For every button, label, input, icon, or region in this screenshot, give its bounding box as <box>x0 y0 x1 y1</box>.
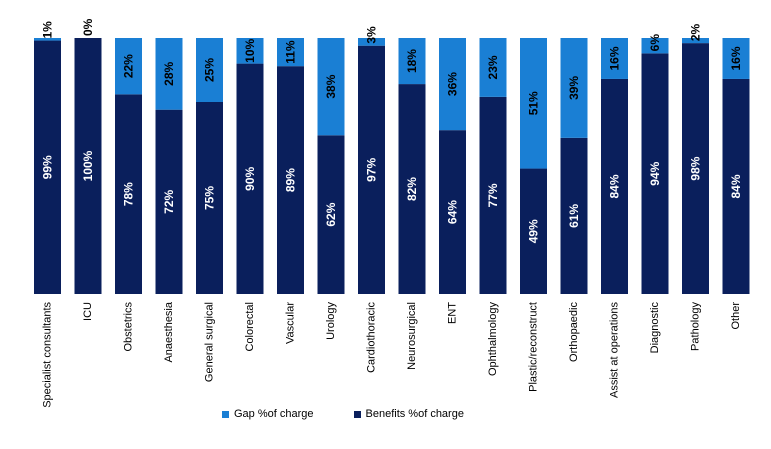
bar-gap <box>317 38 345 136</box>
category-label: Ophthalmology <box>487 302 499 376</box>
bar-benefits <box>358 45 385 295</box>
data-label-benefits: 94% <box>648 161 662 185</box>
bar-benefits <box>520 168 547 294</box>
bar-gap <box>34 38 61 41</box>
category-label: Vascular <box>285 302 297 344</box>
data-label-gap: 36% <box>446 72 460 96</box>
data-label-gap: 10% <box>243 38 257 62</box>
data-label-benefits: 84% <box>729 174 743 198</box>
bar-gap <box>115 38 142 95</box>
data-label-benefits: 82% <box>405 177 419 201</box>
bar-gap <box>682 38 709 44</box>
legend-swatch-gap <box>222 410 229 418</box>
data-label-benefits: 89% <box>284 168 298 192</box>
bar-gap <box>560 38 588 138</box>
category-label: Plastic/reconstruct <box>528 302 540 392</box>
category-label: Pathology <box>690 302 702 351</box>
bar-benefits <box>641 53 669 294</box>
data-label-gap: 18% <box>405 49 419 73</box>
category-label: Orthopaedic <box>568 302 580 362</box>
data-label-benefits: 99% <box>41 155 55 179</box>
bar-gap <box>601 38 628 79</box>
bar-benefits <box>74 38 102 294</box>
data-label-gap: 0% <box>81 18 95 36</box>
data-label-gap: 6% <box>648 34 662 52</box>
data-label-benefits: 97% <box>365 158 379 182</box>
bar-benefits <box>722 78 750 295</box>
bar-gap <box>439 38 466 131</box>
data-label-gap: 16% <box>608 46 622 70</box>
bar-benefits <box>439 130 466 294</box>
legend-item-benefits: Benefits %of charge <box>353 408 464 420</box>
bar-benefits <box>601 78 628 295</box>
category-label: Neurosurgical <box>406 302 418 370</box>
data-label-gap: 28% <box>162 62 176 86</box>
data-label-gap: 16% <box>729 46 743 70</box>
data-label-benefits: 90% <box>243 166 257 190</box>
bar-benefits <box>155 109 183 295</box>
category-label: Specialist consultants <box>42 302 54 408</box>
category-label: Colorectal <box>244 302 256 352</box>
category-label: Other <box>730 302 742 330</box>
chart-legend: Gap %of charge Benefits %of charge <box>222 408 464 420</box>
category-label: ICU <box>82 302 94 321</box>
bar-gap <box>641 38 669 54</box>
data-label-benefits: 77% <box>486 183 500 207</box>
data-label-gap: 38% <box>324 74 338 98</box>
category-label: General surgical <box>204 302 216 382</box>
data-label-gap: 23% <box>486 55 500 79</box>
bar-benefits <box>682 43 709 295</box>
bar-benefits <box>277 66 304 294</box>
bar-gap <box>520 38 547 169</box>
data-label-benefits: 75% <box>203 186 217 210</box>
bar-benefits <box>196 102 223 294</box>
data-label-benefits: 62% <box>324 202 338 226</box>
bar-benefits <box>115 94 142 294</box>
bar-gap <box>398 38 426 85</box>
category-label: Cardiothoracic <box>366 302 378 373</box>
bar-benefits <box>398 84 426 294</box>
bar-benefits <box>479 96 507 294</box>
data-label-gap: 2% <box>689 23 703 41</box>
category-label: Anaesthesia <box>163 301 175 362</box>
data-label-benefits: 49% <box>527 219 541 243</box>
category-label: ENT <box>447 302 459 324</box>
data-label-gap: 1% <box>41 21 55 39</box>
category-label: Assist at operations <box>609 302 621 398</box>
data-label-benefits: 100% <box>81 150 95 181</box>
data-label-gap: 39% <box>567 76 581 100</box>
bar-gap <box>358 38 385 46</box>
bar-gap <box>277 38 304 67</box>
bar-gap <box>479 38 507 97</box>
bar-benefits <box>34 40 61 295</box>
data-label-gap: 22% <box>122 54 136 78</box>
data-label-benefits: 84% <box>608 174 622 198</box>
legend-item-gap: Gap %of charge <box>222 408 314 420</box>
data-label-benefits: 98% <box>689 156 703 180</box>
legend-label-gap: Gap %of charge <box>234 408 314 420</box>
bar-benefits <box>236 63 264 294</box>
bar-gap <box>196 38 223 102</box>
data-label-benefits: 78% <box>122 182 136 206</box>
category-label: Urology <box>325 302 337 340</box>
data-label-benefits: 72% <box>162 190 176 214</box>
data-label-gap: 25% <box>203 58 217 82</box>
data-label-gap: 3% <box>365 26 379 44</box>
bar-benefits <box>560 137 588 294</box>
data-label-gap: 51% <box>527 91 541 115</box>
bar-benefits <box>317 135 345 294</box>
category-label: Obstetrics <box>123 302 135 352</box>
bar-gap <box>236 38 264 64</box>
bar-gap <box>722 38 750 79</box>
data-label-gap: 11% <box>284 40 298 64</box>
bar-gap <box>155 38 183 110</box>
data-label-benefits: 61% <box>567 204 581 228</box>
legend-swatch-benefits <box>353 410 361 418</box>
category-label: Diagnostic <box>649 302 661 354</box>
legend-label-benefits: Benefits %of charge <box>365 408 464 420</box>
data-label-benefits: 64% <box>446 200 460 224</box>
